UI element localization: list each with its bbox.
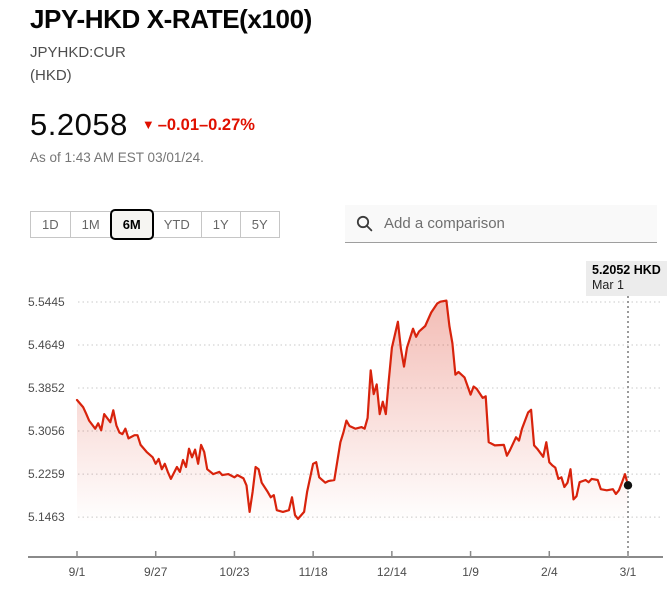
y-axis-label: 5.3056 <box>28 424 65 438</box>
x-axis-label: 10/23 <box>219 565 249 579</box>
x-axis-label: 1/9 <box>462 565 479 579</box>
down-arrow-icon: ▼ <box>141 116 155 132</box>
x-axis-label: 2/4 <box>541 565 558 579</box>
series-area <box>77 300 628 557</box>
range-button-6m[interactable]: 6M <box>109 208 154 240</box>
last-price: 5.2058 <box>30 107 128 142</box>
price-change: ▼ –0.01 –0.27% <box>142 116 255 135</box>
x-axis-label: 9/1 <box>69 565 86 579</box>
range-button-1d[interactable]: 1D <box>30 210 71 238</box>
as-of-timestamp: As of 1:43 AM EST 03/01/24. <box>30 150 204 165</box>
price-chart[interactable]: 5.5445 5.4649 5.3852 5.3056 5.2259 5.1463 9/1 9… <box>0 255 670 602</box>
x-axis-label: 9/27 <box>144 565 168 579</box>
chart-controls: 1D 1M 6M YTD 1Y 5Y <box>30 205 657 243</box>
last-point-dot <box>623 481 633 490</box>
ticker-symbol: JPYHKD:CUR <box>30 44 126 61</box>
x-axis-label: 11/18 <box>299 565 328 579</box>
range-button-1m[interactable]: 1M <box>69 210 112 238</box>
y-axis-label: 5.1463 <box>28 510 65 524</box>
price-row: 5.2058 ▼ –0.01 –0.27% <box>30 107 312 143</box>
range-button-5y[interactable]: 5Y <box>239 210 280 238</box>
range-button-1y[interactable]: 1Y <box>200 210 241 238</box>
x-axis-label: 3/1 <box>620 565 637 579</box>
page-title: JPY-HKD X-RATE(x100) <box>30 4 312 34</box>
y-axis-label: 5.2259 <box>28 467 65 481</box>
change-percent: –0.27% <box>199 115 255 134</box>
range-selector: 1D 1M 6M YTD 1Y 5Y <box>30 208 280 240</box>
callout-price: 5.2052 HKD <box>592 263 661 277</box>
quote-header: JPY-HKD X-RATE(x100) JPYHKD:CUR (HKD) 5.… <box>30 4 312 165</box>
comparison-search[interactable] <box>345 205 657 243</box>
x-axis-label: 12/14 <box>377 565 407 579</box>
callout-date: Mar 1 <box>592 278 624 292</box>
series-path <box>75 299 630 520</box>
range-button-ytd[interactable]: YTD <box>151 210 202 238</box>
y-axis-label: 5.4649 <box>28 338 65 352</box>
y-axis-label: 5.3852 <box>28 381 65 395</box>
y-axis-label: 5.5445 <box>28 295 65 309</box>
last-price-callout: 5.2052 HKD Mar 1 <box>586 261 667 296</box>
search-icon <box>356 215 373 232</box>
quote-currency: (HKD) <box>30 67 72 84</box>
search-input[interactable] <box>382 214 646 233</box>
change-value: –0.01 <box>157 115 199 134</box>
chart-canvas[interactable]: 5.5445 5.4649 5.3852 5.3056 5.2259 5.1463 9/1 9… <box>0 255 670 602</box>
